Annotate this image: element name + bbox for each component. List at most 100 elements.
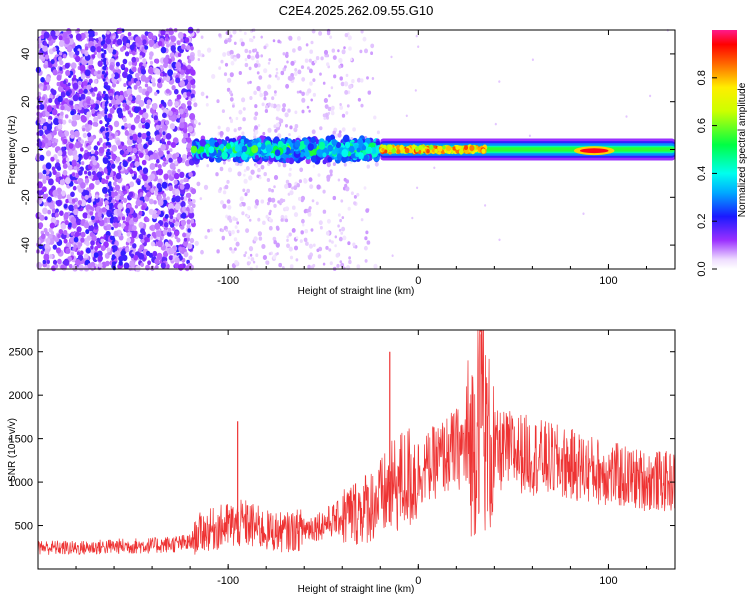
heatmap-noise-cell — [37, 181, 43, 189]
heatmap-scatter-cell — [347, 241, 351, 246]
heatmap-noise-cell — [38, 222, 44, 229]
heatmap-noise-cell — [111, 49, 117, 55]
heatmap-noise-cell — [55, 247, 62, 254]
heatmap-streak-cell — [104, 94, 108, 98]
heatmap-scatter-cell — [299, 167, 304, 173]
y-tick-label: 2000 — [9, 390, 33, 402]
heatmap-noise-cell — [114, 104, 118, 109]
heatmap-scatter-cell — [335, 253, 340, 258]
heatmap-scatter-cell — [280, 218, 284, 222]
heatmap-noise-cell — [162, 131, 166, 136]
colorbar: 0.00.20.40.60.8 Normalized spectral ampl… — [696, 30, 748, 277]
heatmap-scatter-cell — [244, 58, 248, 62]
heatmap-noise-cell — [142, 108, 147, 113]
heatmap-noise-cell — [124, 67, 129, 73]
heatmap-scatter-cell — [225, 228, 229, 232]
heatmap-noise-cell — [49, 202, 55, 210]
heatmap-noise-cell — [144, 83, 149, 88]
heatmap-noise-cell — [57, 85, 64, 92]
heatmap-scatter-cell — [327, 111, 331, 115]
heatmap-noise-cell — [149, 51, 154, 57]
snr-y-label: SNR (10 * v/v) — [7, 418, 18, 482]
heatmap-scatter-cell — [328, 248, 332, 252]
heatmap-noise-cell — [173, 88, 179, 95]
heatmap-noise-cell — [154, 163, 158, 168]
heatmap-streak-cell — [104, 110, 108, 115]
heatmap-signal-cell — [282, 144, 287, 150]
heatmap-scatter-cell — [294, 110, 298, 115]
heatmap-scatter-cell — [288, 232, 292, 237]
heatmap-noise-cell — [65, 91, 70, 96]
heatmap-noise-cell — [132, 243, 137, 249]
heatmap-scatter-cell — [293, 185, 298, 191]
heatmap-scatter-cell — [296, 183, 300, 188]
heatmap-scatter-cell — [291, 228, 296, 233]
heatmap-noise-cell — [72, 82, 79, 90]
heatmap-noise-cell — [147, 260, 152, 266]
heatmap-noise-cell — [176, 94, 182, 100]
heatmap-noise-cell — [89, 211, 94, 216]
heatmap-streak-cell — [106, 131, 110, 136]
heatmap-signal-cell — [316, 149, 323, 157]
heatmap-noise-cell — [168, 110, 173, 116]
heatmap-noise-cell — [62, 31, 68, 38]
heatmap-noise-cell — [141, 205, 146, 211]
heatmap-streak-cell — [104, 115, 108, 119]
heatmap-noise-cell — [131, 231, 138, 239]
heatmap-scatter-cell — [268, 252, 272, 256]
heatmap-scatter-cell — [320, 56, 324, 61]
heatmap-scatter-cell — [275, 68, 279, 71]
heatmap-noise-cell — [126, 232, 131, 237]
heatmap-noise-cell — [123, 262, 130, 270]
heatmap-scatter-cell — [347, 35, 352, 41]
heatmap-scatter-cell — [206, 47, 212, 53]
heatmap-noise-cell — [74, 130, 80, 138]
heatmap-noise-cell — [171, 85, 176, 91]
heatmap-scatter-cell — [342, 235, 347, 241]
heatmap-noise-cell — [133, 84, 138, 90]
heatmap-noise-cell — [44, 216, 48, 221]
heatmap-noise-cell — [65, 247, 71, 254]
heatmap-noise-cell — [46, 259, 50, 264]
heatmap-scatter-cell — [255, 265, 259, 269]
heatmap-noise-cell — [45, 175, 50, 180]
heatmap-noise-cell — [109, 107, 115, 114]
heatmap-noise-cell — [178, 246, 183, 252]
heatmap-noise-cell — [141, 117, 146, 123]
heatmap-streak-cell — [108, 152, 111, 156]
heatmap-scatter-cell — [239, 196, 244, 202]
heatmap-noise-cell — [187, 59, 192, 64]
heatmap-scatter-cell — [322, 113, 326, 118]
heatmap-noise-cell — [40, 86, 44, 91]
heatmap-noise-cell — [68, 51, 72, 56]
heatmap-noise-cell — [182, 196, 188, 202]
heatmap-noise-cell — [84, 178, 90, 184]
heatmap-scatter-cell — [284, 215, 288, 219]
heatmap-noise-cell — [43, 137, 49, 144]
heatmap-scatter-cell — [337, 224, 340, 228]
heatmap-noise-cell — [111, 163, 116, 169]
x-tick-label: 0 — [415, 275, 421, 287]
x-tick-label: 100 — [599, 275, 617, 287]
heatmap-noise-cell — [154, 58, 160, 64]
heatmap-noise-cell — [93, 86, 98, 92]
heatmap-noise-cell — [39, 154, 45, 161]
heatmap-noise-cell — [48, 39, 54, 46]
heatmap-noise-cell — [121, 125, 125, 130]
heatmap-noise-cell — [111, 82, 117, 88]
heatmap-noise-cell — [80, 74, 86, 80]
heatmap-scatter-cell — [370, 43, 375, 49]
heatmap-noise-cell — [173, 179, 178, 185]
heatmap-scatter-cell — [339, 103, 342, 106]
heatmap-noise-cell — [58, 119, 63, 124]
heatmap-scatter-cell — [243, 169, 247, 173]
heatmap-scatter-cell — [233, 247, 237, 251]
heatmap-noise-cell — [188, 255, 193, 261]
heatmap-scatter-cell — [262, 220, 266, 225]
heatmap-noise-cell — [84, 194, 89, 200]
heatmap-scatter-cell — [338, 236, 343, 242]
heatmap-noise-cell — [115, 172, 122, 180]
heatmap-noise-cell — [116, 38, 123, 46]
heatmap-noise-cell — [157, 168, 164, 176]
